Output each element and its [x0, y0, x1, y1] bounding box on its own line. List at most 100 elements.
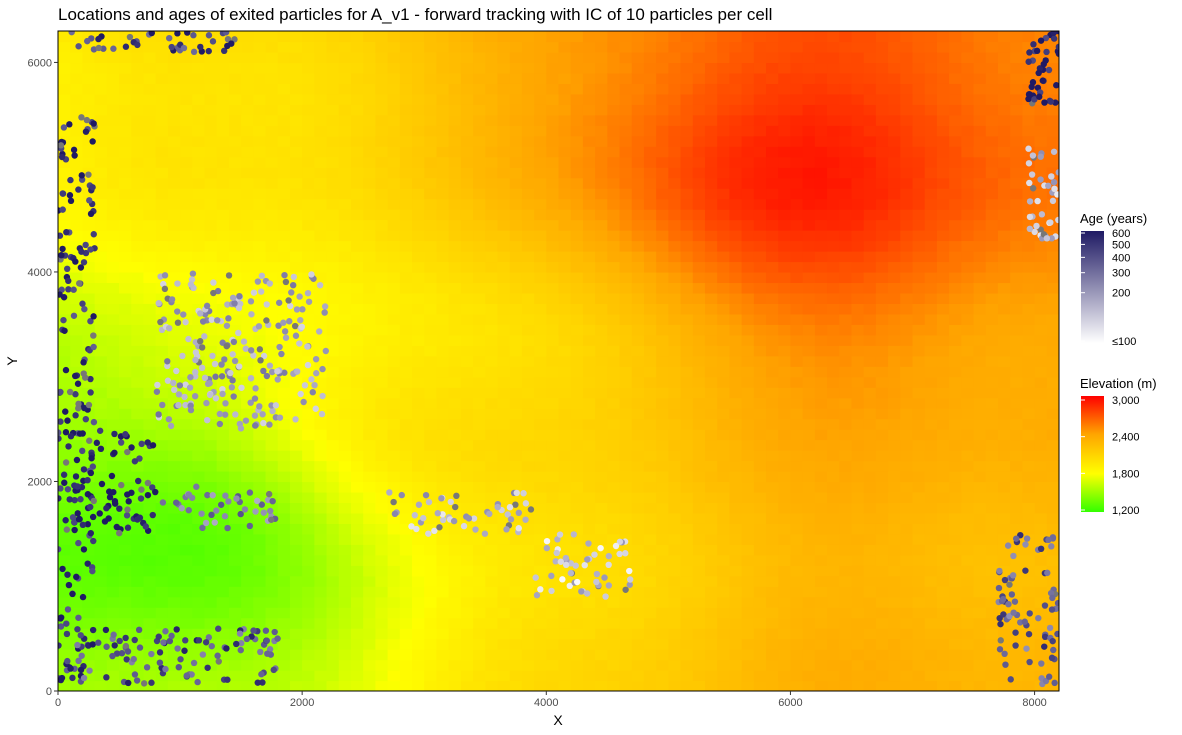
- raster-cell: [900, 481, 914, 493]
- raster-cell: [119, 292, 132, 304]
- raster-cell: [619, 292, 633, 304]
- raster-cell: [802, 533, 816, 545]
- raster-cell: [289, 167, 303, 179]
- raster-cell: [399, 198, 413, 210]
- raster-cell: [961, 680, 975, 691]
- raster-cell: [753, 62, 767, 74]
- raster-cell: [766, 251, 779, 263]
- raster-cell: [985, 167, 999, 179]
- raster-cell: [692, 324, 706, 336]
- raster-cell: [582, 72, 596, 84]
- raster-cell: [766, 670, 779, 682]
- raster-cell: [961, 408, 975, 420]
- raster-cell: [473, 198, 486, 210]
- raster-cell: [814, 565, 828, 577]
- raster-cell: [949, 471, 962, 483]
- raster-cell: [1022, 512, 1036, 524]
- raster-cell: [460, 502, 474, 514]
- raster-cell: [82, 219, 96, 231]
- raster-cell: [485, 62, 499, 74]
- raster-cell: [680, 450, 694, 462]
- raster-cell: [326, 471, 340, 483]
- raster-cell: [155, 481, 169, 493]
- raster-cell: [888, 62, 901, 74]
- raster-cell: [924, 554, 938, 566]
- raster-cell: [729, 512, 743, 524]
- raster-cell: [985, 596, 999, 608]
- raster-cell: [143, 659, 157, 671]
- raster-cell: [192, 292, 206, 304]
- raster-cell: [277, 209, 291, 221]
- raster-cell: [228, 670, 242, 682]
- raster-cell: [717, 313, 731, 325]
- raster-cell: [106, 156, 120, 168]
- raster-cell: [912, 62, 926, 74]
- raster-cell: [58, 51, 71, 64]
- raster-cell: [70, 607, 84, 619]
- raster-cell: [924, 408, 938, 420]
- raster-cell: [143, 324, 157, 336]
- raster-cell: [143, 313, 157, 325]
- raster-cell: [473, 355, 486, 367]
- raster-cell: [656, 219, 669, 231]
- raster-cell: [997, 617, 1011, 629]
- raster-cell: [875, 387, 889, 399]
- raster-cell: [888, 638, 901, 650]
- raster-cell: [778, 471, 792, 483]
- raster-cell: [94, 544, 108, 556]
- raster-cell: [399, 83, 413, 95]
- raster-cell: [619, 135, 633, 147]
- raster-cell: [900, 313, 914, 325]
- raster-cell: [350, 366, 364, 378]
- raster-cell: [851, 533, 865, 545]
- raster-cell: [424, 114, 438, 126]
- raster-cell: [704, 387, 718, 399]
- raster-cell: [949, 146, 962, 158]
- raster-cell: [350, 230, 364, 242]
- raster-cell: [729, 471, 743, 483]
- raster-cell: [656, 104, 669, 116]
- raster-cell: [766, 313, 779, 325]
- raster-cell: [70, 533, 84, 545]
- raster-cell: [460, 167, 474, 179]
- raster-cell: [82, 408, 96, 420]
- raster-cell: [1010, 575, 1023, 587]
- raster-cell: [790, 303, 804, 315]
- raster-cell: [119, 83, 132, 95]
- raster-cell: [619, 575, 633, 587]
- raster-cell: [277, 638, 291, 650]
- raster-cell: [448, 638, 462, 650]
- raster-cell: [509, 72, 523, 84]
- raster-cell: [595, 271, 608, 284]
- raster-cell: [119, 565, 132, 577]
- raster-cell: [436, 282, 450, 294]
- raster-cell: [607, 366, 621, 378]
- raster-cell: [582, 240, 596, 252]
- raster-cell: [936, 62, 950, 74]
- raster-cell: [912, 366, 926, 378]
- raster-cell: [412, 554, 425, 566]
- raster-cell: [912, 271, 926, 284]
- raster-cell: [106, 146, 120, 158]
- raster-cell: [241, 156, 254, 168]
- raster-cell: [155, 209, 169, 221]
- raster-cell: [973, 670, 987, 682]
- raster-cell: [595, 209, 608, 221]
- raster-cell: [717, 125, 731, 137]
- raster-cell: [997, 51, 1011, 64]
- raster-cell: [827, 292, 840, 304]
- raster-cell: [900, 324, 914, 336]
- raster-cell: [521, 104, 535, 116]
- raster-cell: [570, 72, 584, 84]
- raster-cell: [753, 617, 767, 629]
- raster-cell: [131, 292, 145, 304]
- raster-cell: [70, 83, 84, 95]
- raster-cell: [94, 313, 108, 325]
- raster-cell: [582, 345, 596, 357]
- raster-cell: [643, 41, 657, 53]
- raster-cell: [58, 209, 71, 221]
- raster-cell: [997, 638, 1011, 650]
- raster-cell: [289, 251, 303, 263]
- raster-cell: [521, 659, 535, 671]
- raster-cell: [558, 62, 572, 74]
